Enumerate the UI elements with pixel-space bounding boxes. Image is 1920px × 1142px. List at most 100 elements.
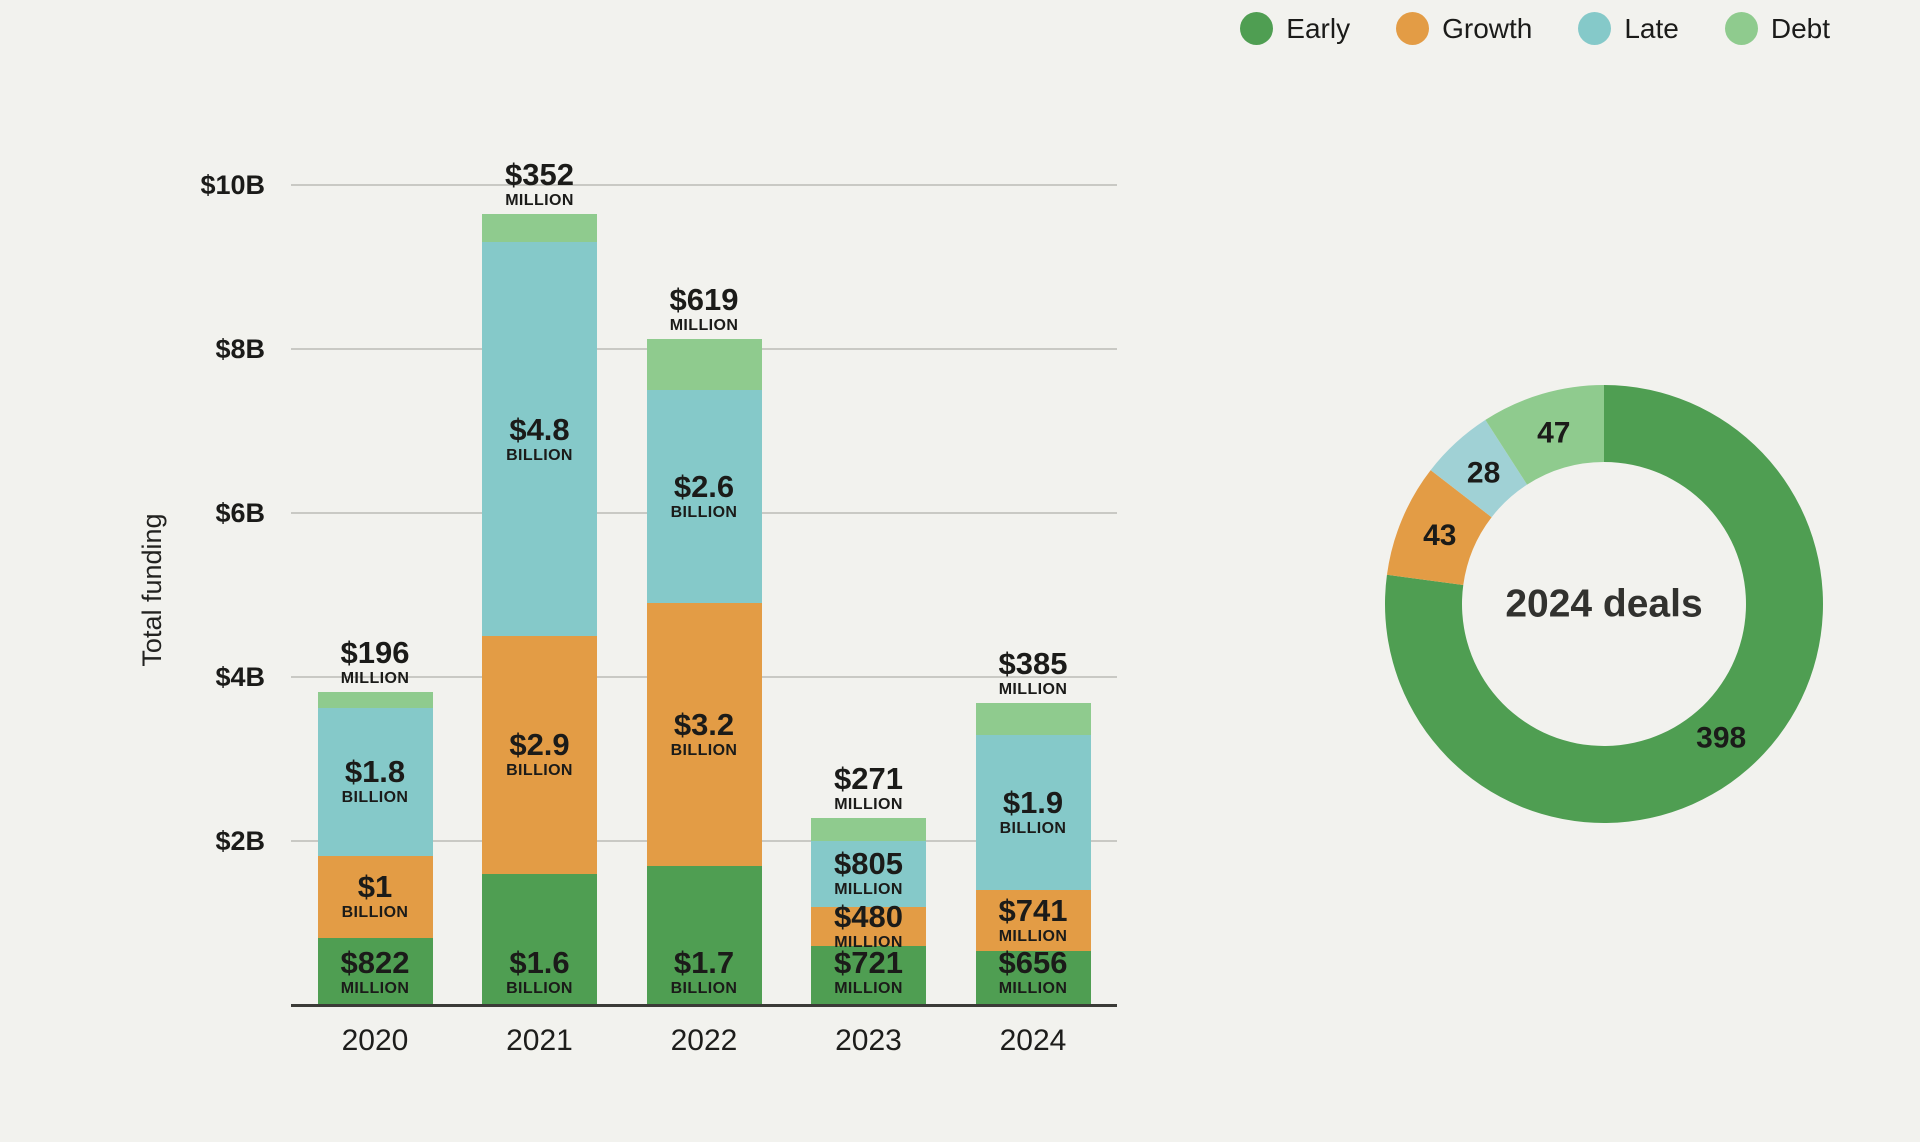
bar-2020-debt <box>317 691 433 708</box>
bar-label-2022-debt: $619 MILLION <box>624 283 784 336</box>
bar-label-2021-early: $1.6 BILLION <box>460 874 620 1005</box>
donut-segment-early <box>1384 385 1823 823</box>
bar-label-2020-debt: $196 MILLION <box>295 636 455 689</box>
bar-2024-early <box>975 951 1091 1005</box>
bar-2024-debt <box>975 703 1091 735</box>
bar-label-value: $619 <box>669 282 739 318</box>
legend-item-early: Early <box>1240 12 1350 45</box>
bar-2022-early <box>646 865 762 1005</box>
bar-label-2023-debt: $271 MILLION <box>789 762 949 815</box>
bar-2021-late <box>482 242 597 636</box>
bar-label-2022-early: $1.7 BILLION <box>624 866 784 1005</box>
bar-label-value: $385 <box>998 646 1068 682</box>
bar-label-unit: MILLION <box>998 928 1068 946</box>
donut-segment-debt <box>1485 385 1604 485</box>
x-tick-2022: 2022 <box>670 1024 738 1057</box>
bar-label-unit: MILLION <box>998 681 1068 699</box>
bar-label-unit: BILLION <box>999 820 1067 838</box>
bar-label-unit: MILLION <box>834 979 903 997</box>
legend-dot-late-icon <box>1578 12 1612 45</box>
donut-value-late: 28 <box>1467 456 1500 489</box>
bar-2021-early <box>482 873 597 1005</box>
bar-label-2021-growth: $2.9 BILLION <box>460 636 620 874</box>
y-tick-8b: $8B <box>215 334 265 364</box>
bar-label-value: $805 <box>834 846 903 881</box>
bar-label-value: $196 <box>340 634 410 670</box>
bar-label-unit: BILLION <box>341 904 409 922</box>
bar-label-unit: MILLION <box>834 881 903 898</box>
legend-item-label: Debt <box>1770 13 1830 44</box>
deals-donut-chart: 398 43 28 47 2024 deals <box>1384 385 1823 823</box>
y-tick-4b: $4B <box>215 662 265 692</box>
donut-value-growth: 43 <box>1423 519 1456 552</box>
bar-label-unit: BILLION <box>506 446 573 464</box>
x-tick-2024: 2024 <box>999 1024 1067 1057</box>
bar-2020-late <box>317 707 433 856</box>
bar-label-value: $2.9 <box>509 727 570 763</box>
bar-label-unit: MILLION <box>505 191 574 209</box>
bar-2022-debt <box>646 339 762 390</box>
bar-label-2022-late: $2.6 BILLION <box>624 390 784 603</box>
bar-2021-debt <box>482 213 597 243</box>
bar-label-unit: MILLION <box>834 933 903 951</box>
bar-label-unit: MILLION <box>340 979 410 997</box>
legend-dot-growth-icon <box>1396 12 1430 45</box>
y-axis-title: Total funding <box>137 513 167 667</box>
bar-label-unit: BILLION <box>341 789 409 807</box>
bar-label-value: $480 <box>834 898 903 934</box>
donut-center-label: 2024 deals <box>1505 583 1702 626</box>
bar-label-value: $352 <box>505 156 574 192</box>
x-axis-line <box>291 1004 1117 1007</box>
donut-value-debt: 47 <box>1537 417 1570 450</box>
bar-label-value: $741 <box>998 893 1068 929</box>
y-tick-6b: $6B <box>215 498 265 528</box>
legend-item-label: Early <box>1286 13 1351 44</box>
x-tick-2020: 2020 <box>341 1024 409 1057</box>
bar-label-unit: MILLION <box>998 979 1068 997</box>
bar-label-2024-early: $656 MILLION <box>953 946 1113 1005</box>
donut-segment-late <box>1430 419 1528 518</box>
bar-label-value: $1 <box>357 869 393 905</box>
bar-label-value: $656 <box>998 944 1068 980</box>
bar-label-unit: BILLION <box>506 762 573 780</box>
bar-label-2020-late: $1.8 BILLION <box>295 708 455 856</box>
bar-2020-growth <box>317 855 433 938</box>
x-tick-2021: 2021 <box>506 1024 573 1057</box>
bar-2024-growth <box>975 890 1091 952</box>
bar-label-unit: BILLION <box>506 979 573 997</box>
bar-label-2020-growth: $1 BILLION <box>295 856 455 938</box>
bar-label-2022-growth: $3.2 BILLION <box>624 603 784 865</box>
bar-label-2021-late: $4.8 BILLION <box>460 242 620 636</box>
bar-label-2021-debt: $352 MILLION <box>460 158 620 211</box>
bar-2023-growth <box>811 906 926 946</box>
bar-label-value: $271 <box>834 761 903 797</box>
bar-2022-growth <box>646 603 762 866</box>
bar-label-unit: BILLION <box>670 504 738 522</box>
donut-value-early: 398 <box>1696 722 1746 755</box>
bar-label-2023-growth: $480 MILLION <box>789 900 949 951</box>
donut-segment-growth <box>1386 470 1492 586</box>
legend-item-debt: Debt <box>1724 12 1830 45</box>
bar-label-value: $822 <box>340 944 410 980</box>
bar-label-2024-growth: $741 MILLION <box>953 890 1113 951</box>
bar-label-unit: MILLION <box>834 796 903 814</box>
bar-label-2024-late: $1.9 BILLION <box>953 735 1113 891</box>
bar-label-2023-early: $721 MILLION <box>789 946 949 1005</box>
legend-item-late: Late <box>1578 12 1679 45</box>
y-tick-10b: $10B <box>200 170 265 200</box>
bar-label-value: $3.2 <box>673 706 735 742</box>
legend-item-label: Late <box>1624 13 1679 44</box>
bar-label-2024-debt: $385 MILLION <box>953 647 1113 700</box>
bar-label-unit: BILLION <box>670 741 738 759</box>
chart-legend: Early Growth Late Debt <box>1240 12 1830 45</box>
bar-label-value: $4.8 <box>509 411 570 447</box>
gridline-10b <box>291 184 1117 186</box>
bar-2020-early <box>317 937 433 1005</box>
bar-label-value: $721 <box>834 944 903 980</box>
legend-item-label: Growth <box>1442 13 1533 44</box>
x-tick-2023: 2023 <box>835 1024 902 1057</box>
bar-2023-debt <box>811 818 926 841</box>
bar-label-unit: BILLION <box>670 979 738 997</box>
bar-label-value: $1.7 <box>673 944 735 980</box>
bar-label-value: $1.6 <box>509 944 570 980</box>
